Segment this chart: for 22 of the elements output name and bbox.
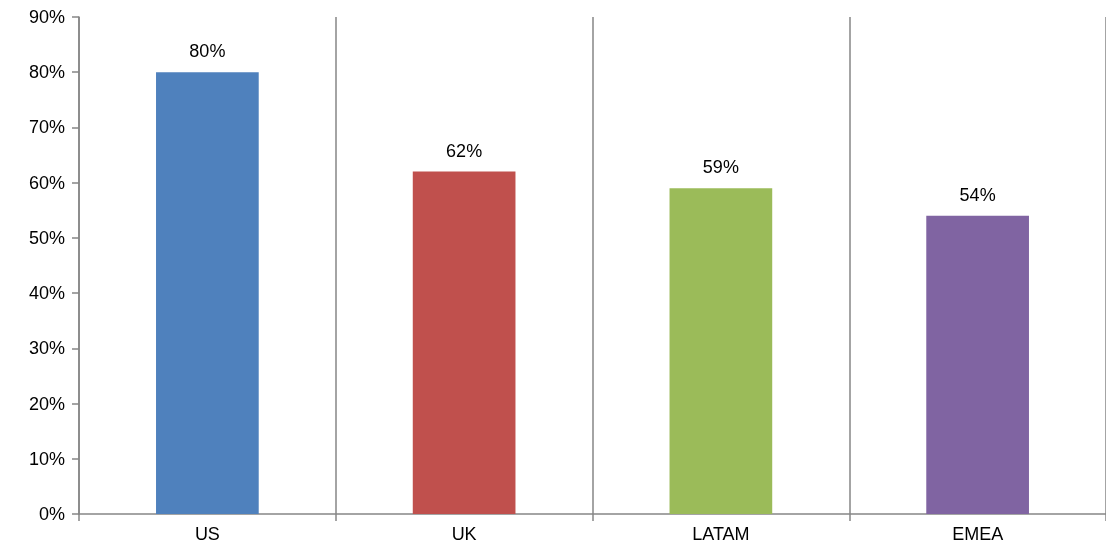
y-tick-label: 0% [38, 504, 65, 524]
x-tick-label: UK [451, 524, 477, 544]
y-tick-label: 40% [28, 283, 65, 304]
bar [926, 215, 1029, 514]
data-label: 62% [446, 140, 483, 161]
y-tick-label: 50% [28, 227, 65, 248]
data-label: 54% [959, 184, 996, 205]
y-tick-label: 70% [28, 117, 65, 138]
y-tick-label: 20% [28, 393, 65, 414]
x-tick-label: LATAM [692, 524, 750, 544]
y-tick-label: 60% [28, 172, 65, 193]
y-tick-label: 80% [28, 62, 65, 83]
x-tick-label: EMEA [952, 524, 1004, 544]
y-tick-label: 30% [28, 338, 65, 359]
bar [412, 171, 516, 514]
bar [669, 188, 773, 514]
data-label: 59% [702, 157, 739, 178]
y-tick-label: 90% [28, 7, 65, 27]
bar [156, 72, 259, 514]
y-tick-label: 10% [28, 448, 65, 469]
data-label: 80% [189, 41, 226, 62]
x-tick-label: US [194, 524, 220, 544]
